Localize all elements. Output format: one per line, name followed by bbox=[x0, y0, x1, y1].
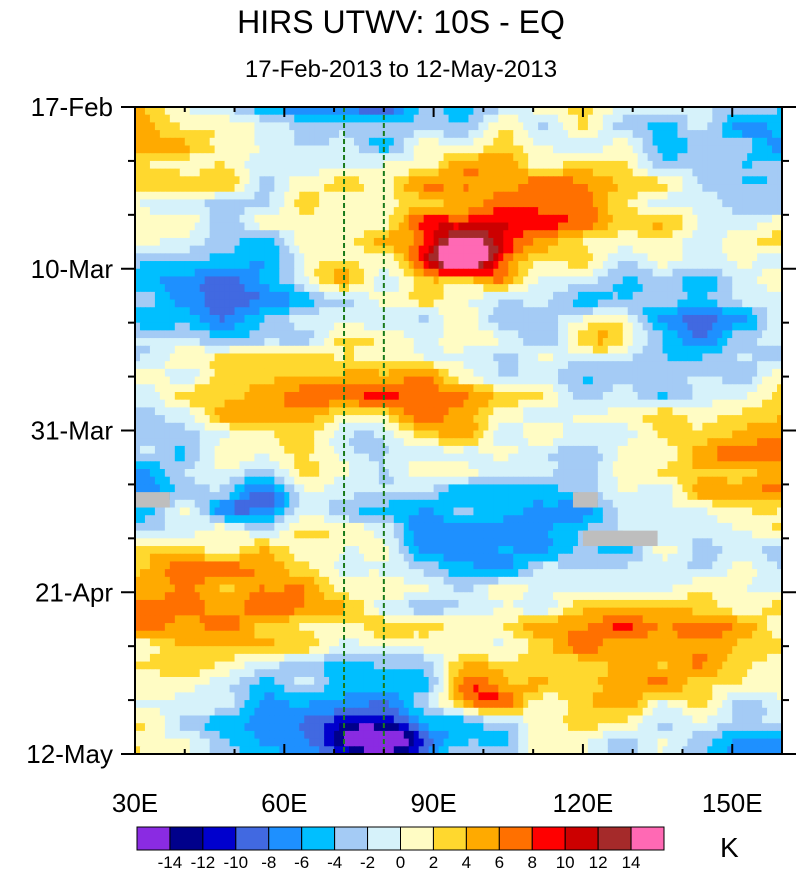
y-tick-label: 10-Mar bbox=[31, 254, 114, 284]
colorbar-label: -8 bbox=[261, 853, 276, 869]
x-tick-label: 150E bbox=[702, 788, 763, 818]
x-tick-label: 90E bbox=[410, 788, 456, 818]
y-tick-label: 21-Apr bbox=[35, 577, 113, 607]
missing-region-0 bbox=[135, 492, 170, 508]
colorbar-swatch-2 bbox=[202, 826, 237, 851]
colorbar-swatch-4 bbox=[268, 826, 303, 851]
colorbar-swatch-15 bbox=[630, 826, 665, 851]
anomaly-field bbox=[135, 107, 783, 755]
colorbar-label: -6 bbox=[294, 853, 309, 869]
colorbar-swatch-13 bbox=[564, 826, 599, 851]
colorbar-label: -10 bbox=[224, 853, 249, 869]
colorbar-swatch-7 bbox=[367, 826, 401, 851]
colorbar-swatch-9 bbox=[432, 826, 467, 851]
colorbar-swatch-11 bbox=[498, 826, 533, 851]
colorbar-label: 4 bbox=[462, 853, 471, 869]
colorbar-label: -4 bbox=[327, 853, 342, 869]
colorbar-label: -14 bbox=[158, 853, 183, 869]
colorbar-swatch-5 bbox=[301, 826, 336, 851]
colorbar-label: 12 bbox=[589, 853, 608, 869]
colorbar-swatch-0 bbox=[136, 826, 171, 851]
colorbar-swatch-12 bbox=[531, 826, 566, 851]
colorbar-swatch-1 bbox=[169, 826, 204, 851]
colorbar-swatch-6 bbox=[334, 826, 369, 851]
missing-region-2 bbox=[582, 530, 658, 547]
colorbar-swatch-8 bbox=[400, 826, 434, 851]
chart-subtitle: 17-Feb-2013 to 12-May-2013 bbox=[244, 56, 558, 83]
colorbar-unit: K bbox=[720, 832, 739, 863]
y-tick-label: 12-May bbox=[26, 739, 113, 769]
chart-title: HIRS UTWV: 10S - EQ bbox=[237, 4, 565, 40]
colorbar-label: 0 bbox=[396, 853, 405, 869]
x-tick-label: 60E bbox=[261, 788, 307, 818]
colorbar-swatch-10 bbox=[465, 826, 500, 851]
y-tick-label: 17-Feb bbox=[31, 92, 113, 122]
x-tick-label: 120E bbox=[553, 788, 614, 818]
colorbar-label: 8 bbox=[528, 853, 537, 869]
colorbar-label: -2 bbox=[360, 853, 375, 869]
colorbar-label: -12 bbox=[191, 853, 216, 869]
missing-region-1 bbox=[572, 492, 598, 508]
colorbar-swatch-14 bbox=[597, 826, 632, 851]
colorbar-label: 10 bbox=[556, 853, 575, 869]
colorbar-label: 14 bbox=[622, 853, 641, 869]
y-tick-label: 31-Mar bbox=[31, 416, 114, 446]
colorbar-label: 6 bbox=[495, 853, 504, 869]
x-tick-label: 30E bbox=[112, 788, 158, 818]
colorbar-swatch-3 bbox=[235, 826, 270, 851]
colorbar-label: 2 bbox=[429, 853, 438, 869]
